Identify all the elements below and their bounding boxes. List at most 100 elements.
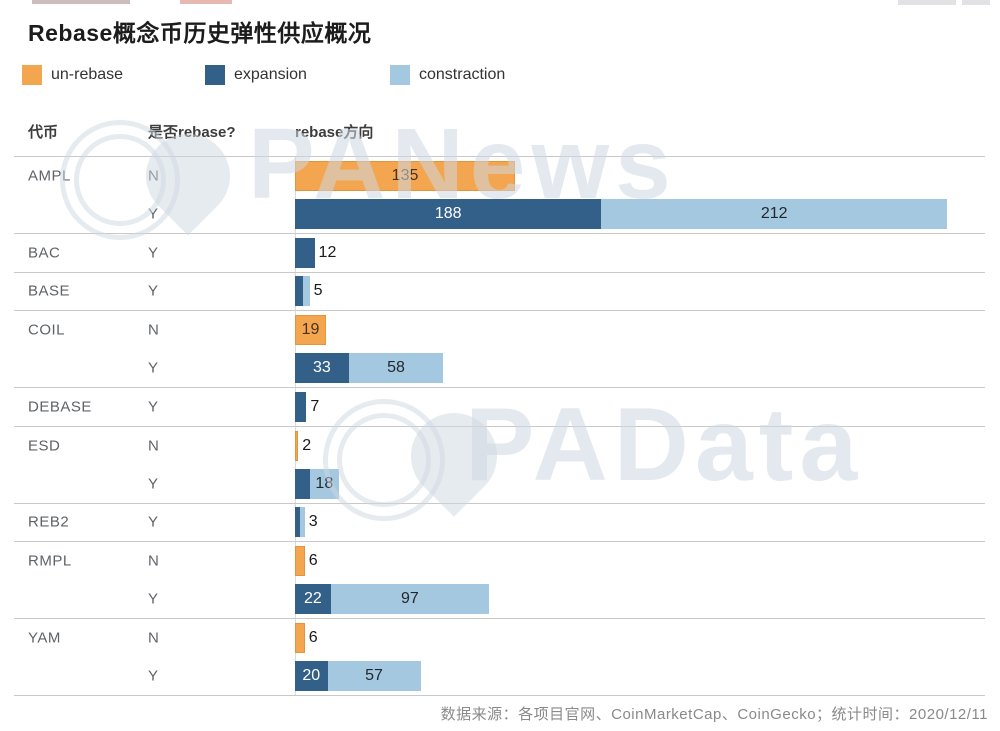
bar-baseline-axis	[295, 157, 296, 696]
column-header-rebase: 是否rebase?	[148, 124, 236, 141]
cropped-header-artifact	[180, 0, 232, 4]
legend-label: expansion	[234, 66, 307, 83]
bar: 3	[295, 504, 985, 542]
rebase-cell: Y	[148, 513, 159, 531]
rebase-cell: N	[148, 629, 159, 647]
bar: 19	[295, 311, 985, 350]
bar-segment-expansion: 188	[295, 199, 602, 230]
rebase-cell: Y	[148, 398, 159, 416]
table-row: Y 188 212	[14, 196, 985, 234]
table-row: Y 22 97	[14, 581, 985, 619]
legend-swatch-expansion	[205, 65, 225, 85]
column-header-token: 代币	[28, 124, 59, 141]
bar: 12	[295, 234, 985, 272]
rebase-cell: Y	[148, 590, 159, 608]
bar-segment-constraction: 18	[309, 468, 339, 499]
legend-item-constraction: constraction	[390, 64, 505, 86]
bar-value-label: 97	[401, 590, 419, 608]
bar-value-label: 22	[304, 590, 322, 608]
rebase-cell: Y	[148, 475, 159, 493]
bar-segment-constraction: 57	[327, 661, 421, 692]
token-cell: DEBASE	[28, 398, 92, 416]
token-cell: BAC	[28, 244, 61, 262]
rebase-cell: N	[148, 321, 159, 339]
bar-segment-constraction: 97	[330, 584, 489, 615]
bar-value-label: 135	[391, 167, 419, 185]
bar: 135	[295, 157, 985, 196]
table-row: REB2 Y 3	[14, 504, 985, 542]
page-title: Rebase概念币历史弹性供应概况	[28, 20, 372, 46]
bar-segment-un-rebase	[295, 546, 305, 577]
bar-value-label: 3	[308, 513, 318, 531]
table-row: BAC Y 12	[14, 234, 985, 273]
bar-segment-un-rebase	[295, 430, 299, 461]
rebase-cell: N	[148, 167, 159, 185]
rebase-cell: N	[148, 552, 159, 570]
legend-swatch-un-rebase	[22, 65, 42, 85]
bar-segment-expansion: 22	[295, 584, 331, 615]
legend-label: constraction	[419, 66, 506, 83]
table-row: RMPL N 6	[14, 542, 985, 581]
data-source-note: 数据来源：各项目官网、CoinMarketCap、CoinGecko；统计时间：…	[440, 706, 988, 723]
table-row: YAM N 6	[14, 619, 985, 658]
table-row: Y 20 57	[14, 658, 985, 696]
bar-segment-un-rebase: 135	[295, 161, 516, 192]
bar-segment-expansion	[295, 391, 307, 422]
cropped-header-artifact	[962, 0, 990, 5]
legend-swatch-constraction	[390, 65, 410, 85]
bar-value-label: 18	[315, 474, 334, 492]
bar-segment-expansion	[295, 507, 300, 538]
bar-segment-constraction	[299, 507, 305, 538]
rebase-cell: Y	[148, 667, 159, 685]
bar-segment-un-rebase	[295, 623, 305, 654]
bar-value-label: 57	[365, 667, 383, 685]
bar: 6	[295, 619, 985, 658]
bar: 20 57	[295, 658, 985, 696]
token-cell: YAM	[28, 629, 61, 647]
bar-segment-constraction: 212	[601, 199, 947, 230]
token-cell: COIL	[28, 321, 66, 339]
rebase-cell: Y	[148, 359, 159, 377]
token-cell: RMPL	[28, 552, 72, 570]
bar-value-label: 2	[302, 436, 312, 454]
rebase-cell: N	[148, 437, 159, 455]
token-cell: ESD	[28, 437, 61, 455]
table-row: Y 33 58	[14, 350, 985, 388]
bar: 22 97	[295, 581, 985, 619]
table-row: Y 18	[14, 465, 985, 504]
bar-segment-un-rebase: 19	[295, 315, 326, 346]
bar-value-label: 19	[301, 321, 320, 339]
bar: 7	[295, 388, 985, 426]
bar: 18	[295, 465, 985, 503]
table-row: BASE Y 5	[14, 273, 985, 311]
bar: 188 212	[295, 196, 985, 234]
bar-value-label: 33	[312, 359, 331, 377]
bar-value-label: 12	[318, 243, 337, 261]
bar-segment-constraction: 58	[348, 353, 444, 384]
legend-label: un-rebase	[51, 66, 124, 83]
table-row: COIL N 19	[14, 311, 985, 350]
legend-item-un-rebase: un-rebase	[22, 64, 123, 86]
bar-segment-expansion: 33	[295, 353, 349, 384]
legend-item-expansion: expansion	[205, 64, 307, 86]
column-header-direction: rebase方向	[295, 124, 374, 141]
column-header-row: 代币 是否rebase? rebase方向	[0, 121, 1000, 151]
token-cell: BASE	[28, 282, 71, 300]
bar-segment-expansion	[295, 468, 310, 499]
bar-value-label: 6	[308, 629, 318, 647]
table-row: AMPL N 135	[14, 157, 985, 196]
token-cell: AMPL	[28, 167, 71, 185]
cropped-header-artifact	[898, 0, 956, 5]
bar: 6	[295, 542, 985, 581]
bar: 2	[295, 427, 985, 466]
rebase-cell: Y	[148, 244, 159, 262]
bar-value-label: 58	[387, 359, 405, 377]
bar-segment-expansion: 20	[295, 661, 328, 692]
rebase-cell: Y	[148, 282, 159, 300]
rebase-cell: Y	[148, 205, 159, 223]
bar-segment-expansion	[295, 276, 304, 307]
table-row: DEBASE Y 7	[14, 388, 985, 427]
bar-value-label: 5	[313, 282, 323, 300]
table-row: ESD N 2	[14, 427, 985, 466]
bar-segment-expansion	[295, 237, 315, 268]
